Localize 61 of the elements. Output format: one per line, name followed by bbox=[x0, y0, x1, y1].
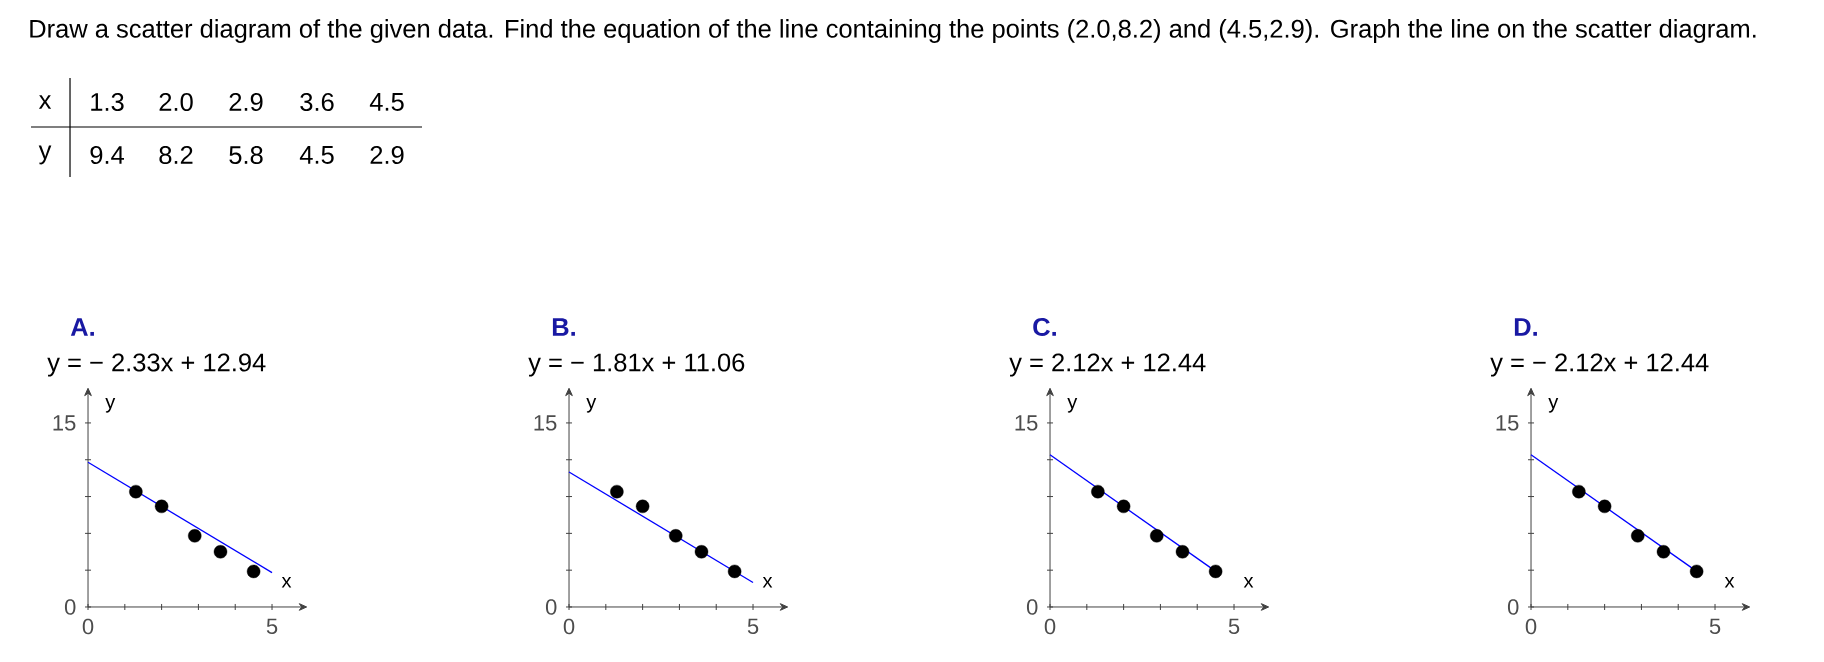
point bbox=[635, 499, 650, 514]
point bbox=[1208, 564, 1223, 579]
point bbox=[1116, 499, 1131, 514]
point bbox=[1631, 529, 1645, 543]
chart-subtitle: y = − 2.12x + 12.44 bbox=[1490, 353, 1709, 377]
point bbox=[154, 499, 169, 514]
x-tick-label: 0 bbox=[1525, 618, 1537, 635]
text: 4.5 bbox=[299, 146, 334, 164]
chart-title: A. bbox=[70, 318, 94, 336]
text: 2.0 bbox=[159, 92, 193, 112]
x-tick-label: 5 bbox=[266, 618, 278, 635]
x-axis-title: x bbox=[1243, 577, 1254, 588]
text: 2.9 bbox=[370, 145, 404, 165]
y-tick-label: 15 bbox=[534, 415, 557, 431]
y-axis-title: y bbox=[1548, 397, 1559, 413]
x-axis-title: x bbox=[281, 577, 292, 588]
point bbox=[1091, 484, 1105, 499]
point bbox=[1689, 564, 1704, 579]
chart-title: C. bbox=[1033, 317, 1056, 337]
chart-subtitle: y = − 2.33x + 12.94 bbox=[47, 353, 266, 377]
x-axis-title: x bbox=[762, 577, 773, 588]
point bbox=[213, 545, 228, 559]
y-tick-label: 15 bbox=[53, 415, 76, 431]
y-tick-label: 15 bbox=[1496, 415, 1519, 431]
text: x bbox=[38, 95, 52, 109]
text: 4.5 bbox=[369, 93, 404, 111]
text: 5.8 bbox=[229, 145, 263, 165]
point bbox=[1150, 529, 1164, 543]
point bbox=[1572, 484, 1586, 499]
text: 1.3 bbox=[91, 92, 124, 112]
chart-title: B. bbox=[552, 318, 575, 336]
text: 3.6 bbox=[300, 92, 334, 112]
point bbox=[1597, 499, 1612, 514]
text: y bbox=[38, 145, 52, 165]
point bbox=[246, 564, 261, 579]
point bbox=[1175, 545, 1190, 559]
x-tick-label: 0 bbox=[82, 618, 94, 635]
x-axis-title: x bbox=[1724, 577, 1735, 588]
text: 8.2 bbox=[159, 145, 193, 165]
point bbox=[188, 529, 202, 543]
chart-subtitle: y = − 1.81x + 11.06 bbox=[528, 353, 745, 377]
point bbox=[610, 484, 624, 499]
x-tick-label: 5 bbox=[1228, 618, 1240, 635]
y-tick-label: 15 bbox=[1015, 415, 1038, 431]
y-axis-title: y bbox=[105, 397, 116, 413]
point bbox=[727, 564, 742, 579]
y-axis-title: y bbox=[1067, 397, 1078, 413]
x-tick-label: 5 bbox=[1709, 618, 1721, 635]
x-tick-label: 5 bbox=[747, 618, 759, 635]
chart-subtitle: y = 2.12x + 12.44 bbox=[1009, 353, 1206, 377]
x-tick-label: 0 bbox=[563, 618, 575, 635]
text: 2.9 bbox=[229, 92, 263, 112]
text: 9.4 bbox=[90, 145, 124, 165]
point bbox=[1656, 545, 1671, 559]
x-tick-label: 0 bbox=[1044, 618, 1056, 635]
point bbox=[669, 529, 683, 543]
point bbox=[129, 484, 143, 499]
point bbox=[694, 545, 709, 559]
text: Draw a scatter diagram of the given data. Find the equation of the line containing the points (2.0,8.2) and (4.5,2.9). Graph the line on the scatter diagram. bbox=[30, 19, 1756, 43]
y-axis-title: y bbox=[586, 397, 597, 413]
chart-title: D. bbox=[1514, 318, 1537, 336]
